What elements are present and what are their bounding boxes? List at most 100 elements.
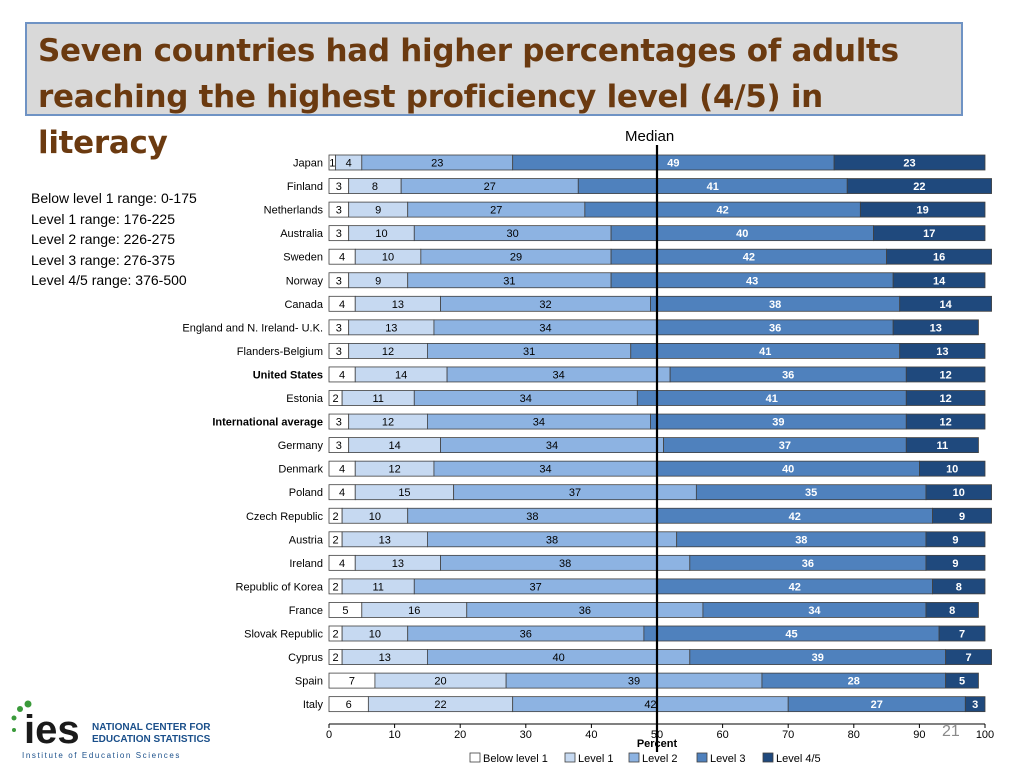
bar-level-4-5-international-average xyxy=(905,413,986,430)
data-label-level-3-cyprus: 39 xyxy=(812,652,824,664)
data-label-level-3-spain: 28 xyxy=(848,676,860,688)
logo-line-1: NATIONAL CENTER FOR xyxy=(92,722,211,733)
data-label-below-level-1-sweden: 4 xyxy=(339,252,345,264)
bar-level-4-5-ireland xyxy=(925,554,986,571)
data-label-level-2-japan: 23 xyxy=(431,158,443,170)
data-label-level-4-5-japan: 23 xyxy=(903,158,915,170)
data-label-level-4-5-england-and-n-ireland-u-k: 13 xyxy=(930,322,942,334)
category-label-netherlands: Netherlands xyxy=(264,205,324,217)
data-label-below-level-1-netherlands: 3 xyxy=(336,205,342,217)
data-label-level-4-5-finland: 22 xyxy=(913,181,925,193)
data-label-level-1-poland: 15 xyxy=(398,487,410,499)
data-label-below-level-1-united-states: 4 xyxy=(339,369,345,381)
data-label-level-2-international-average: 34 xyxy=(533,417,545,429)
data-label-level-2-slovak-republic: 36 xyxy=(520,629,532,641)
data-label-level-4-5-germany: 11 xyxy=(937,440,949,452)
data-label-level-2-italy: 42 xyxy=(644,699,656,711)
category-label-england-and-n-ireland-u-k: England and N. Ireland- U.K. xyxy=(182,322,323,334)
bar-level-4-5-poland xyxy=(925,484,992,501)
data-label-level-3-sweden: 42 xyxy=(743,252,755,264)
logo-line-3: Institute of Education Sciences xyxy=(22,751,181,760)
data-label-level-4-5-spain: 5 xyxy=(959,676,965,688)
data-label-level-4-5-republic-of-korea: 8 xyxy=(956,581,962,593)
bar-level-4-5-sweden xyxy=(886,248,992,265)
data-label-level-4-5-ireland: 9 xyxy=(952,558,958,570)
x-tick-label-100: 100 xyxy=(976,729,994,741)
category-label-australia: Australia xyxy=(280,228,324,240)
data-label-level-1-denmark: 12 xyxy=(388,464,400,476)
level-ranges: Below level 1 range: 0-175 Level 1 range… xyxy=(31,188,197,291)
x-tick-label-40: 40 xyxy=(585,729,597,741)
data-label-level-2-estonia: 34 xyxy=(520,393,532,405)
data-label-below-level-1-slovak-republic: 2 xyxy=(332,629,338,641)
data-label-below-level-1-republic-of-korea: 2 xyxy=(332,581,338,593)
category-label-czech-republic: Czech Republic xyxy=(246,511,324,523)
bar-level-4-5-slovak-republic xyxy=(938,625,986,642)
data-label-level-1-canada: 13 xyxy=(392,299,404,311)
data-label-level-3-ireland: 36 xyxy=(802,558,814,570)
logo-line-2: EDUCATION STATISTICS xyxy=(92,734,211,745)
data-label-below-level-1-france: 5 xyxy=(342,605,348,617)
data-label-level-4-5-austria: 9 xyxy=(952,534,958,546)
bar-level-4-5-republic-of-korea xyxy=(932,578,986,595)
data-label-level-2-norway: 31 xyxy=(503,275,515,287)
category-label-ireland: Ireland xyxy=(289,558,323,570)
data-label-level-1-estonia: 11 xyxy=(372,393,383,405)
range-level-3: Level 3 range: 276-375 xyxy=(31,251,175,268)
data-label-level-2-netherlands: 27 xyxy=(490,205,502,217)
legend-label-level-1: Level 1 xyxy=(578,753,613,765)
data-label-below-level-1-australia: 3 xyxy=(336,228,342,240)
category-label-sweden: Sweden xyxy=(283,252,323,264)
bar-level-4-5-netherlands xyxy=(859,201,986,218)
data-label-level-2-ireland: 38 xyxy=(559,558,571,570)
bar-level-4-5-flanders-belgium xyxy=(899,342,986,359)
legend-label-level-3: Level 3 xyxy=(710,753,745,765)
data-label-below-level-1-canada: 4 xyxy=(339,299,345,311)
data-label-below-level-1-estonia: 2 xyxy=(332,393,338,405)
data-label-level-4-5-cyprus: 7 xyxy=(966,652,972,664)
data-label-below-level-1-denmark: 4 xyxy=(339,464,345,476)
data-label-level-2-cyprus: 40 xyxy=(552,652,564,664)
category-label-cyprus: Cyprus xyxy=(288,652,323,664)
legend-label-level-4-5: Level 4/5 xyxy=(776,753,821,765)
range-level-1: Level 1 range: 176-225 xyxy=(31,210,175,227)
data-label-level-3-australia: 40 xyxy=(736,228,748,240)
data-label-level-3-czech-republic: 42 xyxy=(789,511,801,523)
range-level-2: Level 2 range: 226-275 xyxy=(31,231,175,247)
data-label-level-4-5-poland: 10 xyxy=(953,487,965,499)
data-label-level-2-spain: 39 xyxy=(628,676,640,688)
data-label-below-level-1-norway: 3 xyxy=(336,275,342,287)
data-label-level-3-finland: 41 xyxy=(707,181,719,193)
data-label-level-2-sweden: 29 xyxy=(510,252,522,264)
data-label-level-3-japan: 49 xyxy=(667,158,679,170)
data-label-level-3-poland: 35 xyxy=(805,487,817,499)
data-label-level-1-ireland: 13 xyxy=(392,558,404,570)
data-label-level-3-austria: 38 xyxy=(795,534,807,546)
data-label-below-level-1-italy: 6 xyxy=(346,699,352,711)
category-label-international-average: International average xyxy=(212,417,323,429)
data-label-below-level-1-cyprus: 2 xyxy=(332,652,338,664)
data-label-level-2-poland: 37 xyxy=(569,487,581,499)
category-label-germany: Germany xyxy=(278,440,324,452)
legend-label-below-level-1: Below level 1 xyxy=(483,753,548,765)
data-label-below-level-1-poland: 4 xyxy=(339,487,345,499)
legend-swatch-below-level-1 xyxy=(469,752,481,763)
data-label-below-level-1-finland: 3 xyxy=(336,181,342,193)
page-number: 21 xyxy=(942,723,960,740)
x-tick-label-90: 90 xyxy=(913,729,925,741)
data-label-level-4-5-sweden: 16 xyxy=(933,252,945,264)
category-label-austria: Austria xyxy=(289,534,324,546)
data-label-level-4-5-netherlands: 19 xyxy=(917,205,929,217)
data-label-level-2-finland: 27 xyxy=(484,181,496,193)
data-label-level-1-cyprus: 13 xyxy=(379,652,391,664)
logo-dot-icon xyxy=(17,706,23,712)
data-label-level-3-germany: 37 xyxy=(779,440,791,452)
data-label-level-1-germany: 14 xyxy=(388,440,400,452)
data-label-level-1-international-average: 12 xyxy=(382,417,394,429)
data-label-below-level-1-germany: 3 xyxy=(336,440,342,452)
ies-logo: ies NATIONAL CENTER FOR EDUCATION STATIS… xyxy=(11,700,211,760)
data-label-level-4-5-flanders-belgium: 13 xyxy=(936,346,948,358)
data-label-level-1-italy: 22 xyxy=(434,699,446,711)
data-label-level-1-australia: 10 xyxy=(375,228,387,240)
